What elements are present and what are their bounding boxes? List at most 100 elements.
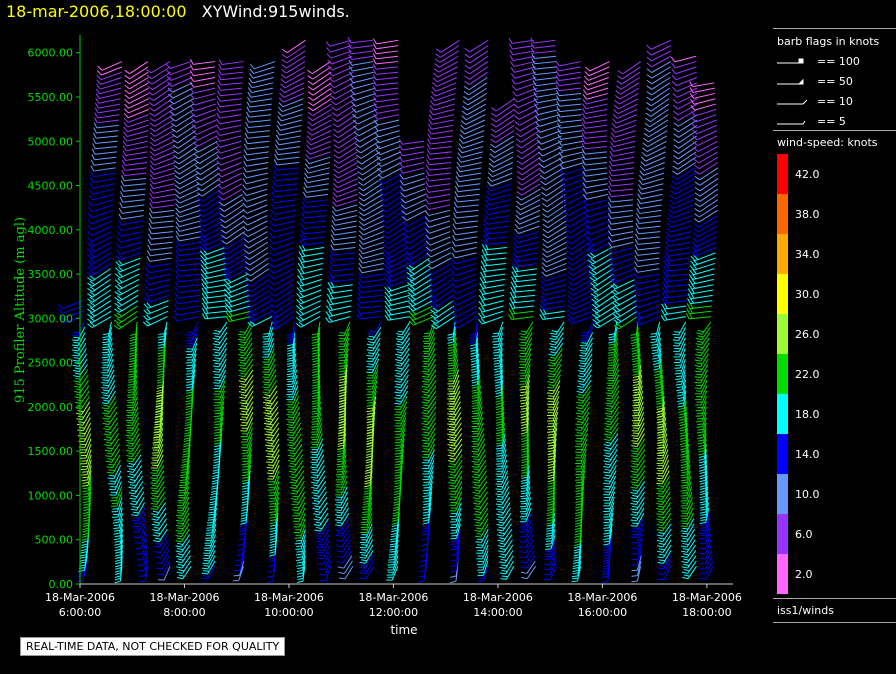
wind-barb bbox=[509, 291, 535, 299]
wind-barb bbox=[426, 257, 452, 270]
wind-barb bbox=[587, 247, 612, 259]
wind-barb bbox=[238, 342, 253, 357]
wind-barb bbox=[262, 327, 274, 343]
wind-barb bbox=[262, 353, 276, 368]
wind-barb bbox=[333, 151, 358, 164]
wind-barb bbox=[213, 364, 227, 379]
wind-barb bbox=[608, 170, 634, 177]
wind-barb bbox=[328, 265, 354, 272]
wind-barb bbox=[189, 70, 216, 77]
wind-barb bbox=[101, 396, 117, 410]
wind-barb bbox=[217, 90, 243, 97]
wind-barb bbox=[241, 465, 252, 482]
wind-barb bbox=[582, 103, 608, 110]
wind-barb bbox=[426, 252, 452, 264]
wind-barb bbox=[149, 140, 175, 152]
wind-barb bbox=[336, 449, 347, 466]
wind-barb bbox=[296, 555, 306, 573]
barb-legend-50: == 50 bbox=[817, 75, 853, 88]
wind-barb bbox=[447, 374, 460, 390]
wind-barb bbox=[173, 151, 198, 165]
wind-barb bbox=[115, 262, 141, 273]
wind-barb bbox=[102, 411, 118, 426]
wind-barb bbox=[399, 172, 425, 180]
wind-barb bbox=[198, 199, 222, 213]
wind-barb bbox=[174, 178, 200, 190]
wind-barb bbox=[311, 327, 321, 344]
wind-barb bbox=[185, 358, 197, 375]
wind-barb bbox=[332, 188, 358, 198]
wind-barb bbox=[286, 427, 302, 442]
color-swatch bbox=[777, 274, 788, 314]
wind-barb bbox=[113, 523, 124, 541]
wind-barb bbox=[217, 178, 243, 190]
color-scale-label: 6.0 bbox=[795, 528, 813, 541]
wind-barb bbox=[307, 108, 332, 122]
wind-barb bbox=[584, 66, 610, 77]
wind-barb bbox=[534, 114, 561, 122]
wind-barb bbox=[372, 63, 398, 70]
wind-barb bbox=[189, 82, 216, 88]
wind-barb bbox=[174, 172, 199, 185]
wind-barb bbox=[699, 534, 712, 550]
wind-barb bbox=[215, 140, 242, 148]
wind-barb bbox=[149, 202, 175, 209]
wind-barb bbox=[246, 106, 272, 113]
wind-barb bbox=[198, 209, 223, 223]
wind-barb bbox=[238, 337, 253, 352]
wind-barb bbox=[582, 108, 608, 115]
wind-barb bbox=[338, 327, 351, 342]
wind-barb bbox=[336, 438, 347, 456]
wind-barb bbox=[269, 252, 294, 262]
wind-barb bbox=[334, 496, 349, 511]
wind-barb bbox=[398, 138, 425, 145]
wind-barb bbox=[617, 61, 642, 75]
wind-barb bbox=[113, 316, 138, 330]
legend-divider bbox=[773, 130, 896, 131]
wind-barb bbox=[307, 87, 332, 101]
wind-barb bbox=[408, 310, 434, 321]
wind-barb bbox=[122, 140, 149, 147]
wind-barb bbox=[680, 497, 693, 512]
wind-barb bbox=[656, 454, 669, 470]
wind-barb bbox=[612, 108, 638, 119]
wind-barb bbox=[147, 233, 174, 240]
wind-barb bbox=[123, 103, 149, 114]
wind-barb bbox=[269, 289, 294, 303]
wind-barb bbox=[631, 412, 645, 427]
wind-barb bbox=[120, 185, 146, 192]
wind-barb bbox=[262, 337, 274, 353]
wind-barb bbox=[114, 305, 138, 319]
wind-barb bbox=[222, 241, 246, 255]
wind-barb bbox=[82, 475, 92, 493]
wind-barb bbox=[203, 539, 216, 554]
wind-barb bbox=[481, 249, 507, 256]
wind-barb bbox=[147, 244, 173, 251]
wind-barb bbox=[286, 385, 299, 401]
wind-barb bbox=[80, 449, 92, 465]
wind-barb bbox=[93, 117, 120, 124]
wind-barb bbox=[87, 241, 112, 254]
wind-barb bbox=[311, 332, 321, 350]
wind-barb bbox=[116, 247, 142, 255]
wind-barb bbox=[195, 167, 220, 181]
wind-barb bbox=[301, 217, 327, 224]
wind-barb bbox=[665, 236, 691, 243]
wind-barb bbox=[191, 114, 217, 124]
wind-barb bbox=[110, 486, 123, 502]
wind-barb bbox=[455, 181, 481, 188]
wind-barb bbox=[175, 281, 201, 288]
wind-barb bbox=[117, 219, 144, 226]
wind-barb bbox=[216, 95, 242, 102]
wind-barb bbox=[216, 146, 242, 154]
wind-barb bbox=[147, 239, 173, 246]
wind-barb bbox=[222, 257, 248, 270]
wind-barb bbox=[608, 165, 634, 172]
wind-barb bbox=[290, 486, 305, 501]
wind-barb bbox=[471, 406, 483, 423]
wind-barb bbox=[509, 297, 535, 304]
wind-barb bbox=[314, 523, 330, 538]
wind-barb bbox=[94, 112, 120, 119]
wind-barb bbox=[267, 475, 280, 491]
wind-barb bbox=[312, 491, 327, 505]
